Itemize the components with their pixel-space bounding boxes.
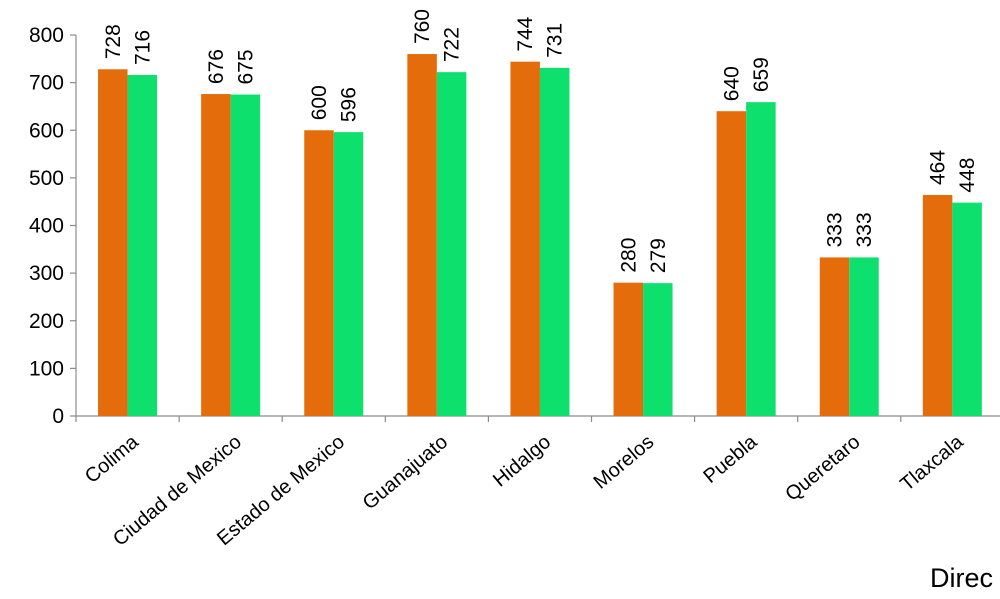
- bar: [333, 132, 364, 416]
- bar: [201, 94, 231, 417]
- data-label: 279: [647, 238, 670, 273]
- footer-text: Direc: [930, 563, 994, 593]
- data-label: 760: [411, 9, 434, 44]
- data-label: 722: [441, 27, 464, 62]
- bar: [643, 283, 673, 416]
- bar: [746, 102, 776, 417]
- y-tick-label: 200: [29, 310, 64, 333]
- data-label: 728: [102, 24, 125, 59]
- y-tick-label: 600: [29, 119, 64, 142]
- data-label: 731: [544, 23, 567, 58]
- data-label: 716: [131, 30, 154, 65]
- data-label: 675: [234, 49, 257, 84]
- category-label: Hidalgo: [489, 431, 555, 491]
- axes: 0 100 200 300 400 500 600 700 800: [29, 24, 1000, 428]
- data-label: 333: [824, 212, 847, 247]
- category-label: Morelos: [590, 431, 659, 494]
- bar: [613, 282, 644, 416]
- category-label: Tlaxcala: [896, 430, 968, 495]
- data-label: 676: [205, 49, 228, 84]
- y-tick-label: 800: [29, 24, 64, 47]
- bar: [819, 257, 850, 416]
- bar: [849, 257, 879, 416]
- y-tick-label: 700: [29, 72, 64, 95]
- bar: [716, 111, 747, 416]
- data-label: 744: [514, 16, 537, 51]
- y-tick-label: 300: [29, 262, 64, 285]
- bar: [407, 54, 437, 417]
- bar: [539, 67, 570, 416]
- data-label: 448: [956, 158, 979, 193]
- bar: [510, 61, 540, 417]
- data-label: 333: [853, 212, 876, 247]
- y-tick-label: 0: [52, 405, 64, 428]
- y-tick-label: 400: [29, 215, 64, 238]
- bar: [230, 94, 261, 416]
- y-tick-label: 500: [29, 167, 64, 190]
- data-label: 640: [720, 66, 743, 101]
- bar: [436, 72, 467, 417]
- category-label: Colima: [81, 430, 143, 487]
- category-label: Queretaro: [781, 431, 864, 506]
- bar: [127, 75, 158, 416]
- data-label: 464: [927, 150, 950, 185]
- bars: [98, 54, 982, 417]
- bar: [922, 195, 953, 416]
- category-label: Puebla: [700, 430, 763, 487]
- data-label: 596: [338, 87, 361, 122]
- bar: [304, 130, 334, 416]
- category-label: Guanajuato: [359, 431, 452, 514]
- data-label: 280: [617, 238, 640, 273]
- y-tick-label: 100: [29, 357, 64, 380]
- data-label: 659: [750, 57, 773, 92]
- data-label: 600: [308, 85, 331, 120]
- bar: [952, 202, 982, 416]
- bar: [98, 69, 128, 416]
